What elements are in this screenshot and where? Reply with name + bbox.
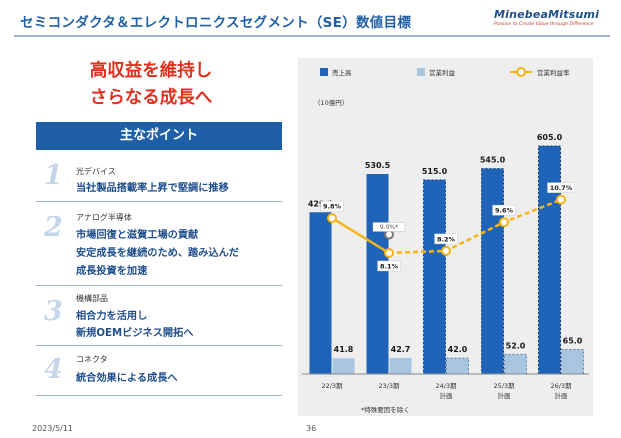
legend-sales-label: 売上高 <box>332 68 352 77</box>
data-label-margin: 8.2% <box>437 235 456 243</box>
data-label-sales: 530.5 <box>365 161 391 170</box>
logo-tagline: Passion to Create Value through Differen… <box>494 22 594 27</box>
page-number: 36 <box>306 424 317 433</box>
legend-op-profit-swatch <box>417 68 425 76</box>
title-divider <box>14 35 610 37</box>
margin-line-plan <box>388 198 562 255</box>
margin-point <box>556 194 566 205</box>
point-number: 2 <box>44 212 63 243</box>
data-label-margin: 8.1% <box>380 262 399 270</box>
x-tick-sublabel: 計画 <box>555 391 568 400</box>
bar-op-profit <box>504 353 527 375</box>
point-item-3: 3 機構部品 相合力を活用し 新規OEMビジネス開拓へ <box>36 286 282 346</box>
bar-sales <box>309 212 332 374</box>
data-label-margin: 9.6% <box>495 207 514 215</box>
point-text-line: 市場回復と滋賀工場の貢献 <box>76 230 199 241</box>
data-label-sales: 605.0 <box>537 133 563 142</box>
x-tick-label: 26/3期 <box>550 382 572 390</box>
margin-point <box>327 213 337 224</box>
point-number: 4 <box>44 354 63 385</box>
point-item-4: 4 コネクタ 統合効果による成長へ <box>36 346 282 396</box>
bar-sales <box>538 145 561 375</box>
x-tick-label: 22/3期 <box>321 382 343 390</box>
bar-op-profit <box>389 357 412 374</box>
legend-op-margin-label: 営業利益率 <box>537 68 570 77</box>
margin-label-box <box>377 260 401 272</box>
margin-label-box <box>547 182 575 193</box>
title-bar: セミコンダクタ＆エレクトロニクスセグメント（SE）数値目標 MinebeaMit… <box>0 0 621 37</box>
margin-label-box <box>434 233 458 245</box>
data-label-op-profit: 52.0 <box>506 341 526 350</box>
bar-op-profit <box>446 357 469 375</box>
legend-op-profit-label: 営業利益 <box>429 68 456 77</box>
point-number: 3 <box>44 296 63 327</box>
bar-op-profit <box>561 349 584 375</box>
chart-panel: 売上高営業利益営業利益率（10億円）429.141.8530.542.7515.… <box>298 58 593 416</box>
point-text-line: 安定成長を継続のため、踏み込んだ <box>76 248 239 259</box>
data-label-margin: 9.8% <box>323 203 342 211</box>
data-label-sales: 515.0 <box>422 167 448 176</box>
data-label-op-profit: 41.8 <box>334 345 354 354</box>
point-category: アナログ半導体 <box>76 213 132 222</box>
annotation-label-box <box>372 222 406 232</box>
point-text-line: 新規OEMビジネス開拓へ <box>76 328 194 339</box>
x-tick-sublabel: 計画 <box>498 391 511 400</box>
points-header: 主なポイント <box>36 122 282 150</box>
margin-point <box>441 245 451 256</box>
point-number: 1 <box>44 160 63 191</box>
point-item-1: 1 光デバイス 当社製品搭載率上昇で堅調に推移 <box>36 150 282 202</box>
x-tick-label: 23/3期 <box>378 382 400 390</box>
margin-label-box <box>320 200 344 212</box>
page-title: セミコンダクタ＆エレクトロニクスセグメント（SE）数値目標 <box>20 15 412 31</box>
data-label-op-profit: 65.0 <box>563 337 583 346</box>
legend-op-margin-marker <box>516 67 526 77</box>
chart: 売上高営業利益営業利益率（10億円）429.141.8530.542.7515.… <box>302 67 589 414</box>
point-text-line: 統合効果による成長へ <box>76 373 178 384</box>
headline: 高収益を維持し さらなる成長へ <box>20 58 282 112</box>
bar-op-profit <box>332 358 355 374</box>
bar-sales <box>366 174 389 374</box>
headline-line-1: 高収益を維持し <box>89 61 213 81</box>
x-tick-label: 24/3期 <box>435 382 457 390</box>
chart-footnote: *特殊要因を除く <box>361 405 410 414</box>
company-logo: MinebeaMitsumi Passion to Create Value t… <box>494 8 616 34</box>
logo-name: MinebeaMitsumi <box>494 8 600 21</box>
headline-line-2: さらなる成長へ <box>89 88 213 108</box>
unit-label: （10億円） <box>314 98 348 107</box>
data-label-sales: 545.0 <box>480 156 506 165</box>
point-text-line: 成長投資を加速 <box>76 266 148 277</box>
point-category: コネクタ <box>76 355 108 364</box>
point-text-line: 相合力を活用し <box>76 311 148 322</box>
legend-sales-swatch <box>320 68 328 76</box>
margin-point <box>499 217 509 228</box>
footer-date: 2023/5/11 <box>32 424 74 433</box>
bar-sales <box>423 179 446 375</box>
bar-sales <box>481 168 504 375</box>
data-label-margin: 10.7% <box>550 184 573 192</box>
data-label-op-profit: 42.0 <box>448 345 468 354</box>
point-category: 機構部品 <box>76 294 108 303</box>
margin-label-box <box>492 204 516 216</box>
x-tick-label: 25/3期 <box>493 382 515 390</box>
point-text-line: 当社製品搭載率上昇で堅調に推移 <box>76 183 229 194</box>
data-label-op-profit: 42.7 <box>391 345 411 354</box>
point-item-2: 2 アナログ半導体 市場回復と滋賀工場の貢献 安定成長を継続のため、踏み込んだ … <box>36 202 282 286</box>
margin-line-actual <box>331 217 390 255</box>
x-tick-sublabel: 計画 <box>440 391 453 400</box>
point-category: 光デバイス <box>76 167 116 176</box>
margin-point <box>384 247 394 258</box>
annotation-label: 9.0%* <box>380 224 398 231</box>
